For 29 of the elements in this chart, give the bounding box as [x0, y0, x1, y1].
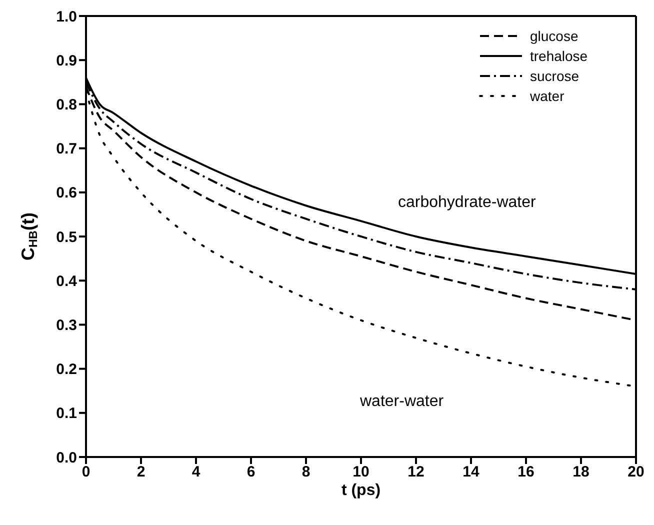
- legend-label: glucose: [530, 28, 578, 44]
- x-tick-label: 20: [628, 464, 644, 481]
- y-tick-label: 0.4: [56, 272, 78, 290]
- y-tick-label: 0.3: [56, 317, 77, 334]
- x-tick-label: 14: [462, 464, 480, 481]
- annotation: carbohydrate-water: [398, 194, 536, 212]
- annotation: water-water: [360, 393, 444, 411]
- y-tick-label: 0.7: [56, 140, 77, 158]
- y-tick-label: 0.1: [56, 405, 77, 422]
- y-tick-label: 1.0: [56, 8, 77, 26]
- legend-label: water: [530, 88, 564, 104]
- x-tick-label: 0: [82, 464, 90, 481]
- y-tick-label: 0.6: [56, 184, 77, 202]
- y-tick-label: 0.0: [56, 449, 77, 466]
- x-tick-label: 18: [572, 464, 590, 481]
- x-tick-label: 10: [352, 464, 370, 481]
- x-tick-label: 2: [136, 464, 146, 481]
- y-tick-label: 0.2: [56, 361, 77, 378]
- legend-label: trehalose: [530, 48, 588, 64]
- legend-label: sucrose: [530, 68, 580, 84]
- y-tick-label: 0.8: [56, 96, 77, 114]
- x-tick-label: 16: [518, 464, 534, 481]
- x-tick-label: 8: [302, 464, 310, 481]
- x-axis-title: t (ps): [341, 482, 381, 499]
- x-tick-label: 6: [246, 464, 256, 481]
- x-tick-label: 4: [192, 464, 201, 481]
- y-tick-label: 0.9: [56, 52, 77, 70]
- x-tick-label: 12: [408, 464, 424, 481]
- y-tick-label: 0.5: [56, 228, 77, 246]
